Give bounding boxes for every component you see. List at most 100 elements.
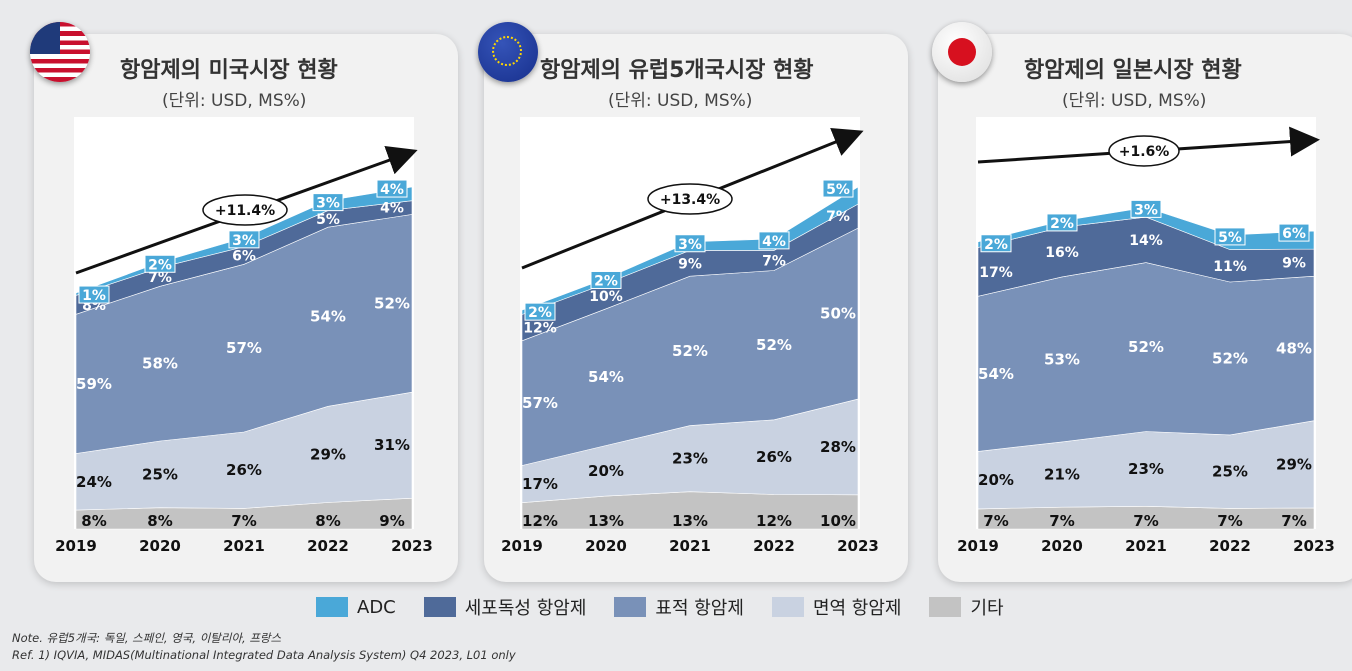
data-label-box [144, 254, 176, 273]
data-label: 2% [528, 305, 552, 321]
growth-badge [1108, 135, 1180, 167]
x-tick-label: 2023 [391, 537, 433, 555]
data-label-box [1214, 227, 1246, 246]
data-label: 17% [522, 475, 558, 493]
footnote: Note. 유럽5개국: 독일, 스페인, 영국, 이탈리아, 프랑스 [12, 631, 282, 645]
x-tick-label: 2019 [957, 537, 999, 555]
panel-title: 항암제의 일본시장 현황 [1024, 58, 1242, 83]
data-label: 24% [76, 473, 112, 491]
data-label-box [822, 179, 854, 198]
panel-unit: (단위: USD, MS%) [162, 91, 307, 111]
x-tick-label: 2019 [501, 537, 543, 555]
data-label: 10% [820, 512, 856, 530]
data-label: 57% [226, 339, 262, 357]
legend-item-immuno: 면역 항암제 [771, 594, 902, 620]
data-label-box [590, 270, 622, 289]
data-label: 11% [1213, 259, 1247, 275]
data-label: 17% [979, 265, 1013, 281]
legend-swatch [316, 597, 348, 617]
legend-item-cytotoxic: 세포독성 항암제 [423, 594, 587, 620]
panel-title: 항암제의 유럽5개국시장 현황 [540, 58, 814, 83]
data-label: 1% [82, 288, 106, 304]
x-tick-label: 2023 [837, 537, 879, 555]
growth-label: +11.4% [215, 203, 275, 219]
data-label: 59% [76, 375, 112, 393]
data-label: 21% [1044, 466, 1080, 484]
data-label: 6% [1282, 226, 1306, 242]
legend-swatch [423, 597, 456, 617]
growth-label: +1.6% [1119, 144, 1170, 160]
data-label: 48% [1276, 339, 1312, 357]
growth-badge [647, 183, 733, 215]
japan-flag-icon [932, 22, 992, 82]
data-label: 58% [142, 355, 178, 373]
data-label: 54% [978, 365, 1014, 383]
data-label: 14% [1129, 233, 1163, 249]
data-label: 5% [316, 212, 340, 228]
data-label-box [1130, 199, 1162, 218]
x-tick-label: 2020 [1041, 537, 1083, 555]
data-label: 2% [594, 273, 618, 289]
x-tick-label: 2021 [669, 537, 711, 555]
data-label: 25% [142, 465, 178, 483]
x-tick-label: 2021 [1125, 537, 1167, 555]
data-label: 53% [1044, 350, 1080, 368]
legend-item-targeted: 표적 항암제 [614, 594, 744, 620]
panel-unit: (단위: USD, MS%) [1062, 91, 1207, 111]
x-tick-label: 2019 [55, 537, 97, 555]
data-label-box [758, 231, 790, 250]
legend-label: 세포독성 항암제 [464, 598, 587, 619]
eu-flag-icon [478, 22, 538, 82]
data-label: 54% [588, 368, 624, 386]
growth-badge [202, 194, 288, 226]
data-label: 13% [588, 512, 624, 530]
data-label-box [376, 179, 408, 198]
data-label: 52% [1212, 349, 1248, 367]
legend-label: 면역 항암제 [812, 598, 902, 619]
data-label-box [312, 193, 344, 212]
legend-swatch [929, 597, 962, 617]
legend-label: ADC [357, 596, 396, 618]
data-label: 7% [1281, 512, 1306, 530]
data-label: 9% [1282, 256, 1306, 272]
data-label: 26% [226, 461, 262, 479]
data-label-box [980, 234, 1012, 253]
legend-item-other: 기타 [929, 594, 1004, 620]
legend-swatch [771, 597, 804, 617]
data-label-box [78, 285, 110, 304]
data-label: 8% [81, 512, 106, 530]
data-label: 5% [826, 182, 850, 198]
data-label: 29% [310, 445, 346, 463]
data-label: 52% [1128, 338, 1164, 356]
data-label: 8% [315, 512, 340, 530]
area-targeted [977, 262, 1315, 452]
data-label: 13% [672, 512, 708, 530]
data-label: 23% [672, 450, 708, 468]
legend-label: 기타 [970, 598, 1004, 619]
x-tick-label: 2022 [753, 537, 795, 555]
x-tick-label: 2022 [307, 537, 349, 555]
data-label: 3% [1134, 202, 1158, 218]
legend-item-adc: ADC [316, 597, 396, 618]
panel-title: 항암제의 미국시장 현황 [120, 58, 338, 83]
data-label: 7% [762, 253, 786, 269]
data-label-box [1278, 223, 1310, 242]
x-tick-label: 2021 [223, 537, 265, 555]
data-label: 20% [978, 471, 1014, 489]
data-label-box [524, 302, 556, 321]
data-label: 7% [983, 512, 1008, 530]
data-label: 7% [148, 270, 172, 286]
data-label: 9% [678, 256, 702, 272]
data-label: 12% [756, 512, 792, 530]
data-label: 28% [820, 438, 856, 456]
data-label: 50% [820, 305, 856, 323]
data-label: 25% [1212, 463, 1248, 481]
data-label: 7% [826, 209, 850, 225]
data-label: 54% [310, 308, 346, 326]
data-label: 3% [316, 196, 340, 212]
data-label: 3% [678, 237, 702, 253]
x-tick-label: 2020 [139, 537, 181, 555]
data-label: 29% [1276, 455, 1312, 473]
legend-swatch [614, 597, 647, 617]
